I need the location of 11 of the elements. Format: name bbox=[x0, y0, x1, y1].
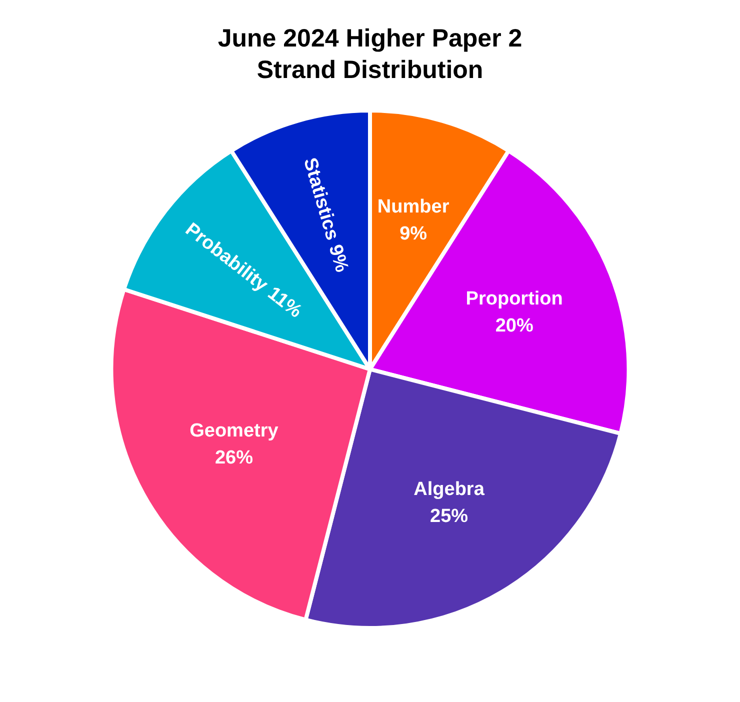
data-label: 26% bbox=[214, 447, 254, 468]
data-label: 9% bbox=[324, 242, 352, 275]
chart-title: June 2024 Higher Paper 2 Strand Distribution bbox=[218, 24, 522, 84]
data-label: 25% bbox=[430, 506, 468, 528]
slice-label: Geometry bbox=[190, 420, 279, 442]
slice-label: Algebra bbox=[414, 479, 485, 500]
data-label: 9% bbox=[400, 223, 428, 244]
data-label: 20% bbox=[495, 315, 534, 336]
slice-label: Proportion bbox=[466, 288, 563, 310]
slice-label: Statistics bbox=[298, 156, 343, 242]
slice-label: Number bbox=[377, 196, 450, 218]
